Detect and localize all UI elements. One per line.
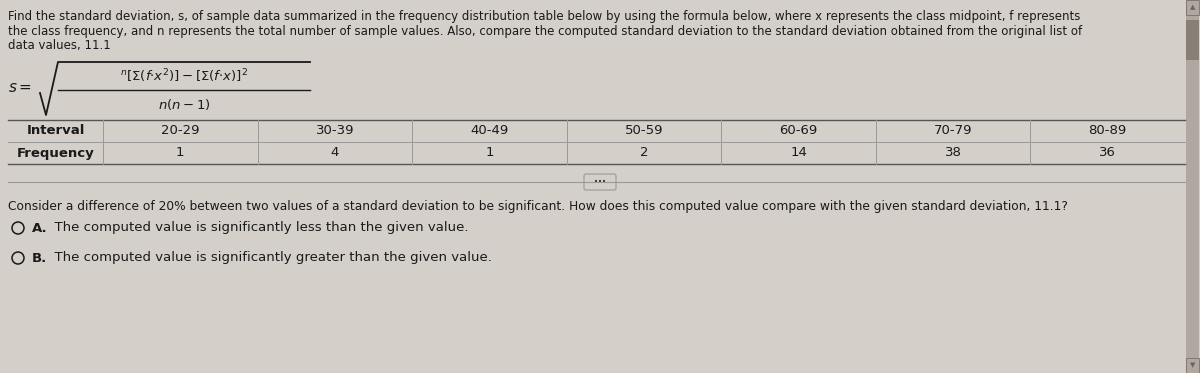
Text: The computed value is significantly less than the given value.: The computed value is significantly less… (46, 222, 468, 235)
Text: data values, 11.1: data values, 11.1 (8, 39, 110, 52)
Text: 50-59: 50-59 (625, 125, 664, 138)
Text: Find the standard deviation, s, of sample data summarized in the frequency distr: Find the standard deviation, s, of sampl… (8, 10, 1080, 23)
Text: 2: 2 (640, 147, 648, 160)
Text: B.: B. (32, 251, 47, 264)
Bar (1186, 20, 1199, 60)
Bar (1186, 0, 1199, 15)
Text: Interval: Interval (26, 125, 85, 138)
Text: 14: 14 (790, 147, 808, 160)
Text: 4: 4 (331, 147, 340, 160)
Text: Frequency: Frequency (17, 147, 95, 160)
Text: A.: A. (32, 222, 48, 235)
Text: 60-69: 60-69 (780, 125, 817, 138)
Text: 80-89: 80-89 (1088, 125, 1127, 138)
Text: 38: 38 (944, 147, 961, 160)
Text: $n(n-1)$: $n(n-1)$ (157, 97, 210, 112)
Text: $s=$: $s=$ (8, 81, 32, 95)
Bar (1186, 0, 1199, 373)
Text: ▼: ▼ (1190, 363, 1195, 369)
Text: 70-79: 70-79 (934, 125, 972, 138)
Text: 36: 36 (1099, 147, 1116, 160)
FancyBboxPatch shape (584, 174, 616, 190)
Text: 40-49: 40-49 (470, 125, 509, 138)
Text: Consider a difference of 20% between two values of a standard deviation to be si: Consider a difference of 20% between two… (8, 200, 1068, 213)
Text: 1: 1 (485, 147, 493, 160)
Text: the class frequency, and n represents the total number of sample values. Also, c: the class frequency, and n represents th… (8, 25, 1082, 38)
Text: 1: 1 (176, 147, 185, 160)
Text: 30-39: 30-39 (316, 125, 354, 138)
Bar (1186, 358, 1199, 373)
Text: 20-29: 20-29 (161, 125, 199, 138)
Text: $^n[\Sigma(f{\cdot}x^2)]-[\Sigma(f{\cdot}x)]^2$: $^n[\Sigma(f{\cdot}x^2)]-[\Sigma(f{\cdot… (120, 67, 248, 85)
Text: •••: ••• (594, 179, 606, 185)
Text: ▲: ▲ (1190, 4, 1195, 10)
Text: The computed value is significantly greater than the given value.: The computed value is significantly grea… (46, 251, 492, 264)
